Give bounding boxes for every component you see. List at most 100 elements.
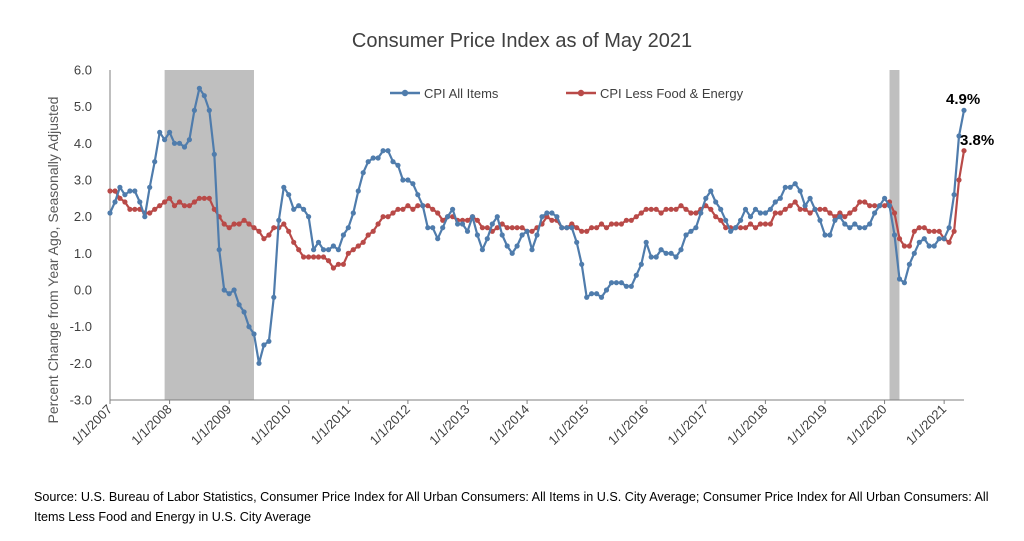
data-point-cpi-all-items [519, 232, 525, 238]
data-point-cpi-all-items [534, 232, 540, 238]
data-point-cpi-less-food-energy [241, 217, 247, 223]
data-point-cpi-all-items [167, 129, 173, 135]
data-point-cpi-less-food-energy [112, 188, 118, 194]
data-point-cpi-all-items [375, 155, 381, 161]
data-point-cpi-all-items [355, 188, 361, 194]
data-point-cpi-less-food-energy [847, 210, 853, 216]
data-point-cpi-less-food-energy [167, 195, 173, 201]
data-point-cpi-all-items [787, 184, 793, 190]
data-point-cpi-less-food-energy [499, 221, 505, 227]
legend-marker-cpi-less-food-energy [577, 89, 585, 97]
data-point-cpi-all-items [544, 210, 550, 216]
data-point-cpi-less-food-energy [390, 210, 396, 216]
data-point-cpi-all-items [847, 225, 853, 231]
data-point-cpi-less-food-energy [817, 206, 823, 212]
data-point-cpi-less-food-energy [936, 228, 942, 234]
data-point-cpi-all-items [340, 232, 346, 238]
data-point-cpi-all-items [708, 188, 714, 194]
data-point-cpi-less-food-energy [777, 210, 783, 216]
data-point-cpi-less-food-energy [867, 203, 873, 209]
y-tick-label: -2.0 [70, 356, 92, 371]
y-tick-label: 5.0 [74, 99, 92, 114]
data-point-cpi-less-food-energy [569, 221, 575, 227]
data-point-cpi-less-food-energy [916, 225, 922, 231]
data-point-cpi-all-items [589, 291, 595, 297]
data-point-cpi-less-food-energy [807, 210, 813, 216]
data-point-cpi-all-items [926, 243, 932, 249]
data-point-cpi-all-items [231, 287, 237, 293]
data-point-cpi-all-items [206, 107, 212, 113]
data-point-cpi-all-items [812, 206, 818, 212]
data-point-cpi-less-food-energy [896, 236, 903, 242]
data-point-cpi-less-food-energy [440, 217, 446, 223]
data-point-cpi-less-food-energy [882, 203, 888, 209]
y-tick-label: 4.0 [74, 136, 92, 151]
data-point-cpi-all-items [211, 151, 217, 157]
data-point-cpi-all-items [171, 140, 178, 146]
data-point-cpi-all-items [832, 217, 838, 223]
data-point-cpi-all-items [157, 129, 163, 135]
data-point-cpi-less-food-energy [107, 188, 113, 194]
data-point-cpi-less-food-energy [251, 225, 257, 231]
data-point-cpi-all-items [906, 261, 913, 267]
data-point-cpi-all-items [837, 214, 843, 220]
data-point-cpi-less-food-energy [286, 228, 292, 234]
data-point-cpi-less-food-energy [772, 210, 778, 216]
y-tick-label: 3.0 [74, 173, 92, 188]
data-point-cpi-all-items [802, 203, 808, 209]
data-point-cpi-all-items [405, 177, 411, 183]
x-tick-label: 1/1/2013 [426, 402, 472, 448]
y-tick-label: 0.0 [74, 283, 92, 298]
data-point-cpi-all-items [445, 214, 451, 220]
data-point-cpi-all-items [623, 283, 630, 289]
data-point-cpi-less-food-energy [802, 206, 808, 212]
data-point-cpi-all-items [877, 203, 883, 209]
data-point-cpi-all-items [256, 360, 262, 366]
data-point-cpi-less-food-energy [961, 148, 967, 154]
data-point-cpi-less-food-energy [157, 203, 163, 209]
data-point-cpi-all-items [733, 225, 739, 231]
data-point-cpi-less-food-energy [117, 195, 123, 201]
data-point-cpi-less-food-energy [325, 258, 332, 264]
data-point-cpi-all-items [241, 309, 247, 315]
data-point-cpi-all-items [306, 214, 312, 220]
data-point-cpi-all-items [311, 247, 317, 253]
data-point-cpi-all-items [941, 236, 947, 242]
data-point-cpi-less-food-energy [589, 225, 595, 231]
data-point-cpi-less-food-energy [196, 195, 202, 201]
data-point-cpi-all-items [772, 199, 778, 205]
data-point-cpi-less-food-energy [311, 254, 317, 260]
data-point-cpi-less-food-energy [598, 221, 605, 227]
data-point-cpi-less-food-energy [757, 221, 764, 227]
data-point-cpi-less-food-energy [355, 243, 361, 249]
data-point-cpi-less-food-energy [623, 217, 630, 223]
data-point-cpi-less-food-energy [152, 206, 158, 212]
data-point-cpi-less-food-energy [395, 206, 401, 212]
data-point-cpi-all-items [181, 144, 188, 150]
data-point-cpi-less-food-energy [484, 225, 490, 231]
data-point-cpi-all-items [489, 221, 495, 227]
data-point-cpi-less-food-energy [271, 225, 277, 231]
data-point-cpi-all-items [425, 225, 431, 231]
data-point-cpi-all-items [325, 247, 332, 253]
data-point-cpi-less-food-energy [852, 206, 858, 212]
data-point-cpi-all-items [385, 148, 391, 154]
data-point-cpi-all-items [921, 236, 927, 242]
data-point-cpi-all-items [797, 188, 803, 194]
x-tick-label: 1/1/2010 [247, 402, 293, 448]
data-point-cpi-all-items [132, 188, 138, 194]
data-point-cpi-all-items [713, 199, 719, 205]
data-point-cpi-all-items [782, 184, 788, 190]
data-point-cpi-less-food-energy [459, 217, 466, 223]
annotation-cpi-all-items: 4.9% [946, 91, 980, 108]
x-tick-label: 1/1/2019 [784, 402, 830, 448]
data-point-cpi-less-food-energy [653, 206, 659, 212]
data-point-cpi-less-food-energy [891, 210, 898, 216]
data-point-cpi-all-items [529, 247, 535, 253]
data-point-cpi-less-food-energy [901, 243, 908, 249]
data-point-cpi-less-food-energy [256, 228, 262, 234]
data-point-cpi-all-items [827, 232, 833, 238]
series-cpi-all-items [107, 85, 967, 366]
data-point-cpi-less-food-energy [683, 206, 689, 212]
